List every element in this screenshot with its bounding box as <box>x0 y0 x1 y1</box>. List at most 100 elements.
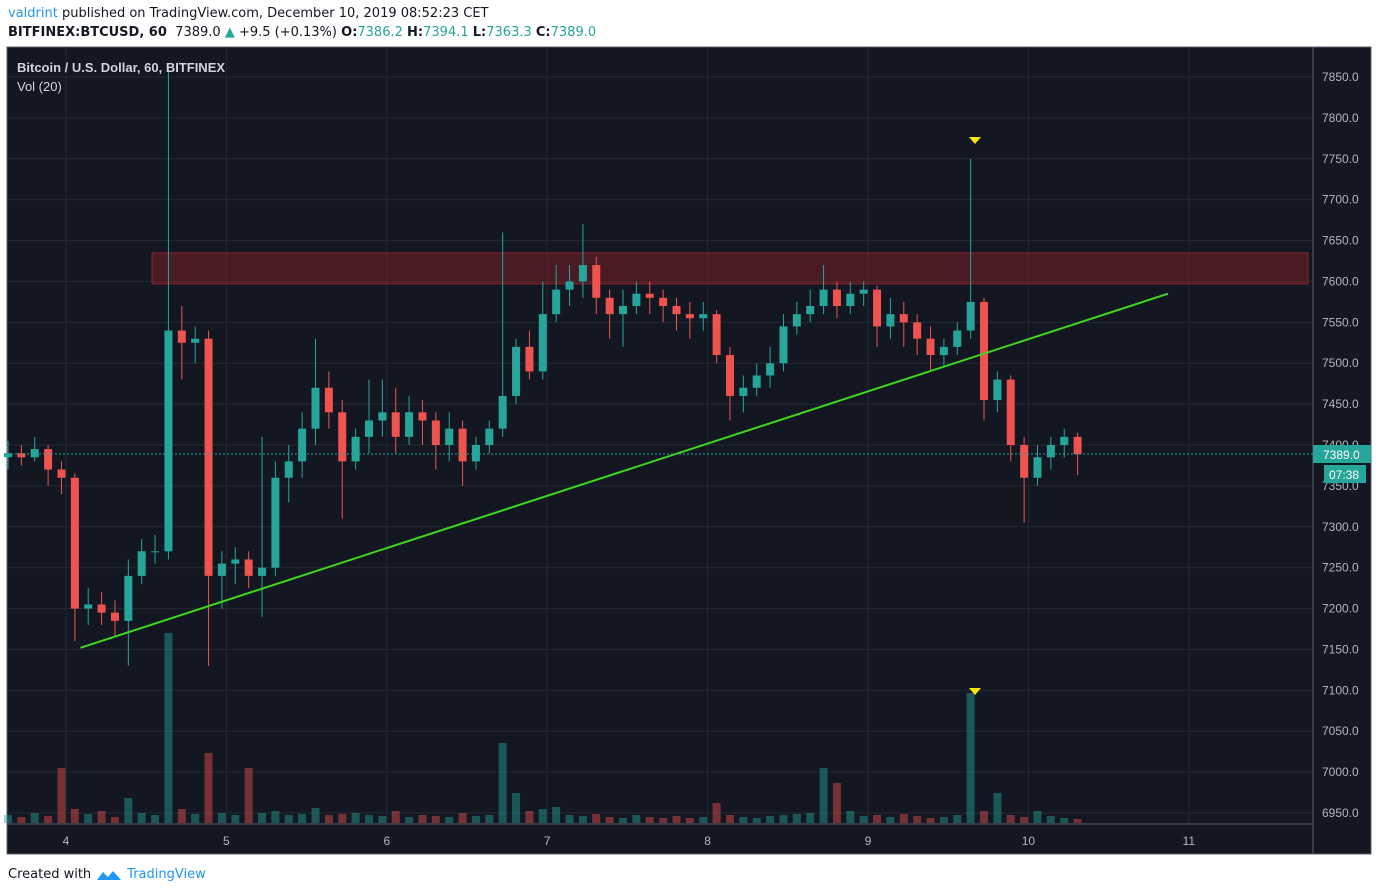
candle-body <box>338 412 347 462</box>
candle-body <box>1073 436 1082 455</box>
candle-body <box>792 314 801 327</box>
candle-body <box>84 604 93 609</box>
time-tick-label: 11 <box>1183 834 1196 848</box>
candle-body <box>324 387 333 413</box>
volume-bar <box>619 818 628 823</box>
candle-body <box>645 293 654 298</box>
volume-bar <box>725 815 734 823</box>
volume-bar <box>284 815 293 823</box>
countdown-label: 07:38 <box>1329 468 1359 482</box>
volume-bar <box>1006 815 1015 823</box>
candle-body <box>886 314 895 327</box>
volume-bar <box>953 815 962 823</box>
volume-bar <box>17 817 26 823</box>
candle-body <box>177 330 186 343</box>
candle-body <box>913 322 922 339</box>
price-tick-label: 7450.0 <box>1322 397 1359 411</box>
volume-bar <box>846 811 855 823</box>
volume-bar <box>1046 816 1055 823</box>
candle-body <box>1033 457 1042 478</box>
volume-bar <box>177 809 186 823</box>
candle-body <box>217 563 226 576</box>
candle-body <box>110 612 119 621</box>
volume-bar <box>632 815 641 823</box>
time-tick-label: 6 <box>383 834 390 848</box>
volume-bar <box>70 809 79 823</box>
candle-body <box>685 314 694 319</box>
volume-bar <box>231 815 240 823</box>
resistance-zone <box>151 252 1309 285</box>
volume-bar <box>44 816 53 823</box>
candle-body <box>258 567 267 576</box>
volume-bar <box>899 814 908 823</box>
price-tick-label: 7300.0 <box>1322 520 1359 534</box>
price-tick-label: 7700.0 <box>1322 193 1359 207</box>
volume-bar <box>966 693 975 823</box>
volume-bar <box>1060 818 1069 823</box>
price-tick-label: 7000.0 <box>1322 765 1359 779</box>
candle-body <box>70 477 79 609</box>
volume-bar <box>819 768 828 823</box>
candle-body <box>819 289 828 306</box>
volume-bar <box>779 815 788 823</box>
candle-body <box>471 445 480 462</box>
volume-bar <box>605 817 614 823</box>
footer: Created with TradingView <box>8 867 206 882</box>
volume-bar <box>739 817 748 823</box>
tradingview-logo-icon <box>97 870 122 880</box>
current-price-marker: 7389.0 07:38 <box>7 445 1371 484</box>
candle-body <box>632 293 641 306</box>
volume-bar <box>418 815 427 823</box>
tradingview-link[interactable]: TradingView <box>127 867 206 882</box>
volume-bar <box>525 811 534 823</box>
candle-body <box>859 289 868 294</box>
volume-bar <box>485 815 494 823</box>
volume-bar <box>859 816 868 823</box>
time-tick-label: 7 <box>544 834 551 848</box>
volume-bar <box>1073 819 1082 823</box>
candle-body <box>619 305 628 315</box>
markers <box>969 137 981 695</box>
candle-body <box>966 301 975 331</box>
volume-bar <box>298 814 307 823</box>
close-label: C: <box>535 25 551 40</box>
chart-legend-title: Bitcoin / U.S. Dollar, 60, BITFINEX <box>17 60 225 75</box>
volume-bar <box>592 814 601 823</box>
volume-bar <box>832 783 841 823</box>
price-tick-label: 7500.0 <box>1322 356 1359 370</box>
price-tick-label: 7050.0 <box>1322 724 1359 738</box>
candle-body <box>980 301 989 401</box>
candle-body <box>565 281 574 290</box>
open-label: O: <box>341 25 358 40</box>
price-tick-label: 7800.0 <box>1322 111 1359 125</box>
price-tick-label: 7250.0 <box>1322 561 1359 575</box>
candle-body <box>832 289 841 306</box>
author-link[interactable]: valdrint <box>8 6 58 21</box>
candle-body <box>592 265 601 298</box>
time-axis[interactable]: 4 5 6 7 8 9 10 11 <box>63 834 1196 848</box>
trendline[interactable] <box>80 292 1169 649</box>
volume-bar <box>57 768 66 823</box>
volume-bar <box>244 768 253 823</box>
candle-body <box>1006 379 1015 446</box>
price-axis[interactable]: 7850.0 7800.0 7750.0 7700.0 7650.0 7600.0 7550… <box>1322 70 1359 820</box>
volume-bar <box>271 811 280 823</box>
volume-bar <box>311 808 320 823</box>
candle-body <box>659 297 668 306</box>
volume-bar <box>124 798 133 823</box>
volume-bar <box>913 816 922 823</box>
volume-bars <box>4 633 1082 823</box>
price-tick-label: 6950.0 <box>1322 806 1359 820</box>
candle-body <box>231 559 240 564</box>
candle-body <box>244 559 253 576</box>
candle-body <box>739 387 748 396</box>
symbol: BITFINEX:BTCUSD, 60 <box>8 25 167 40</box>
candle-body <box>191 338 200 343</box>
volume-bar <box>926 818 935 823</box>
candle-body <box>498 395 507 429</box>
created-with-label: Created with <box>8 867 92 882</box>
candle-body <box>766 363 775 376</box>
volume-bar <box>806 813 815 823</box>
time-tick-label: 9 <box>865 834 872 848</box>
